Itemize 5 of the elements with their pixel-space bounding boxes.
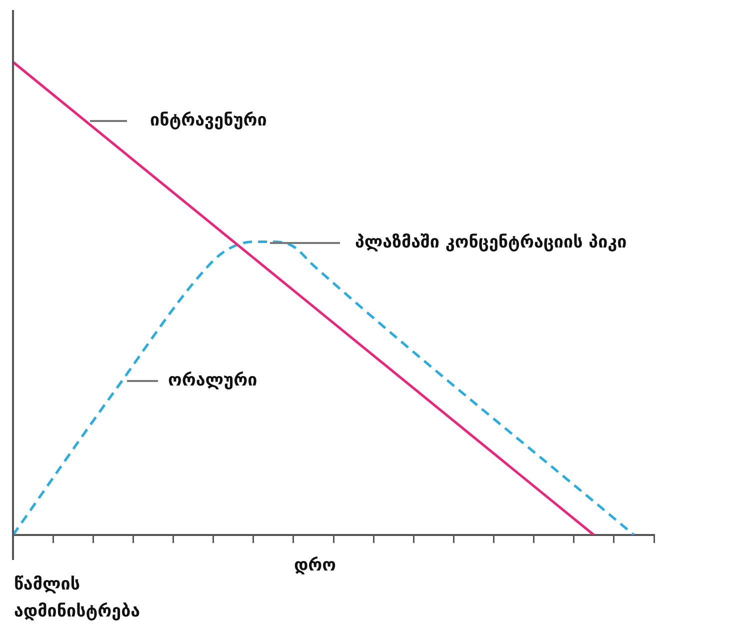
annotation: პლაზმაში კონცენტრაციის პიკი bbox=[355, 232, 627, 252]
annotation: ინტრავენური bbox=[150, 110, 267, 130]
x-axis-title: დრო bbox=[294, 555, 336, 576]
text: წამლის ადმინისტრება bbox=[14, 574, 140, 622]
annotation: ორალური bbox=[168, 370, 258, 390]
